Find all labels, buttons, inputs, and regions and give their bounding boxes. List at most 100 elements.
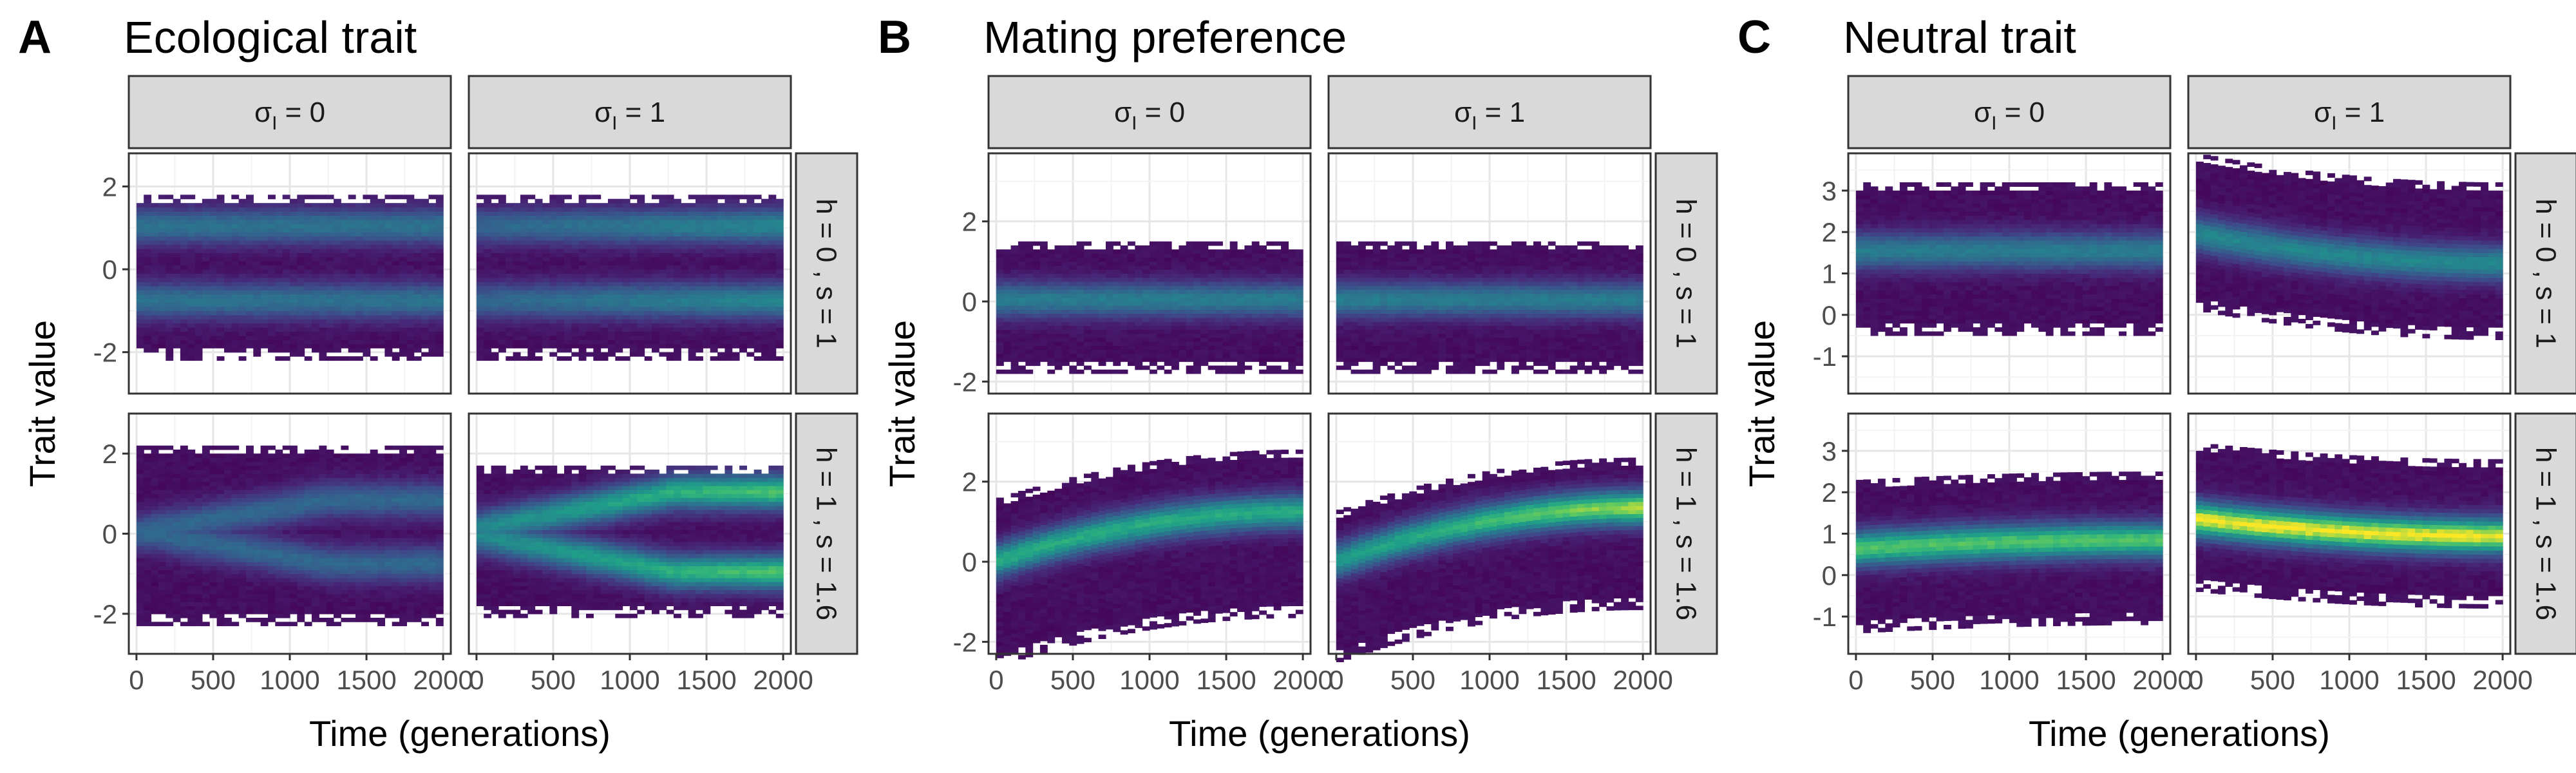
group-a-row-0-col-1-cell — [520, 339, 528, 345]
group-a-row-0-col-1-cell — [674, 282, 681, 287]
group-a-row-0-col-0-cell — [413, 306, 422, 311]
group-a-row-1-col-0-cell — [399, 513, 407, 519]
group-a-row-0-col-1-cell — [542, 282, 550, 287]
group-a-row-1-col-0-cell — [209, 566, 218, 570]
group-a-row-0-col-1-cell — [578, 352, 587, 357]
group-a-row-1-col-0-cell — [363, 553, 371, 558]
group-a-row-0-col-0-cell — [421, 207, 429, 212]
group-a-row-0-col-0-cell — [209, 282, 218, 287]
group-a-row-0-col-0-cell — [428, 302, 437, 307]
group-a-row-0-col-1-cell — [556, 195, 565, 200]
group-a-row-1-col-0-cell — [363, 533, 371, 539]
group-a-row-0-col-1-cell — [476, 314, 484, 320]
group-a-row-0-col-0-cell — [136, 310, 144, 316]
group-a-row-0-col-0-cell — [246, 256, 254, 262]
group-a-row-0-col-0-cell — [363, 248, 371, 253]
group-a-row-0-col-0-cell — [377, 227, 385, 233]
group-a-row-0-col-0-cell — [166, 256, 174, 262]
group-a-row-1-col-0-cell — [334, 573, 341, 578]
group-a-row-0-col-1-cell — [586, 256, 594, 262]
group-a-row-0-col-0-cell — [406, 319, 415, 324]
group-a-row-1-col-0-cell — [158, 533, 166, 539]
group-a-row-0-col-1-cell — [578, 195, 587, 200]
group-a-row-0-col-0-cell — [421, 339, 429, 345]
group-a-row-1-col-0-cell — [312, 506, 319, 510]
group-a-row-1-col-0-cell — [268, 461, 276, 466]
group-a-row-0-col-1-cell — [622, 277, 630, 282]
group-a-row-1-col-0-cell — [363, 481, 371, 486]
group-a-row-0-col-0-cell — [297, 336, 305, 340]
group-a-row-1-col-0-cell — [231, 453, 240, 458]
group-a-row-0-col-1-cell — [775, 285, 784, 291]
group-a-row-0-col-1-cell — [564, 302, 572, 307]
group-a-row-0-col-1-cell — [615, 310, 623, 316]
group-a-row-1-col-0-cell — [297, 526, 305, 530]
group-a-row-1-col-0-cell — [399, 526, 407, 530]
group-a-row-0-col-0-cell — [384, 240, 393, 245]
group-a-row-0-col-1-cell — [753, 285, 762, 291]
group-a-row-0-col-1-cell — [630, 211, 638, 216]
group-a-row-0-col-1-cell — [724, 314, 733, 320]
group-a-row-1-col-0-cell — [253, 557, 261, 562]
group-a-row-1-col-0-cell — [363, 530, 371, 535]
group-a-row-0-col-0-cell — [144, 339, 152, 345]
group-a-row-0-col-1-cell — [724, 236, 733, 241]
group-a-row-1-col-0-cell — [144, 510, 152, 514]
group-a-row-1-col-0-cell — [209, 553, 218, 558]
group-a-row-1-col-0-cell — [384, 586, 393, 591]
group-a-row-0-col-1-cell — [761, 352, 769, 357]
group-a-row-0-col-0-cell — [268, 343, 276, 348]
group-a-row-0-col-1-cell — [732, 224, 740, 229]
group-a-row-0-col-1-cell — [586, 224, 594, 229]
group-a-row-1-col-0-cell — [363, 577, 371, 582]
group-a-row-0-col-1-cell — [586, 298, 594, 303]
group-a-row-1-col-0-cell — [282, 546, 290, 550]
group-a-row-1-col-0-cell — [341, 533, 349, 539]
group-a-row-0-col-0-cell — [363, 294, 371, 299]
group-a-row-0-col-1-cell — [542, 294, 550, 299]
group-a-row-0-col-1-cell — [724, 319, 733, 324]
group-a-row-0-col-1-cell — [556, 302, 565, 307]
group-a-row-0-col-0-cell — [216, 310, 225, 316]
group-a-row-0-col-1-cell — [717, 227, 725, 233]
group-a-row-1-col-0-cell — [144, 465, 152, 470]
group-a-row-0-col-1-cell — [753, 232, 762, 237]
group-a-row-0-col-1-cell — [506, 282, 514, 287]
group-a-row-0-col-1-cell — [768, 198, 777, 204]
group-a-row-0-col-0-cell — [158, 294, 166, 299]
group-a-row-0-col-1-cell — [724, 290, 733, 295]
group-a-row-0-col-1-cell — [549, 240, 558, 245]
group-a-row-0-col-0-cell — [312, 261, 319, 266]
group-a-row-0-col-1-cell — [556, 314, 565, 320]
group-a-row-1-col-0-cell — [428, 613, 437, 618]
group-a-row-1-col-0-cell — [158, 470, 166, 474]
group-a-row-1-col-0-cell — [216, 613, 225, 618]
group-a-row-0-col-0-cell — [326, 290, 334, 295]
group-a-row-1-col-0-cell — [392, 569, 400, 575]
group-a-row-0-col-0-cell — [202, 331, 210, 336]
group-a-row-0-col-0-cell — [319, 244, 327, 249]
group-a-row-0-col-0-cell — [384, 348, 393, 353]
group-a-row-0-col-1-cell — [549, 302, 558, 307]
group-a-row-0-col-0-cell — [282, 314, 290, 320]
group-a-row-1-col-0-cell — [151, 622, 159, 627]
group-a-row-0-col-1-cell — [506, 248, 514, 253]
group-a-row-0-col-0-cell — [151, 314, 159, 320]
group-a-row-1-col-0-cell — [253, 586, 261, 591]
group-a-row-1-col-0-cell — [187, 618, 196, 622]
group-a-row-1-col-0-cell — [260, 526, 269, 530]
group-a-row-0-col-1-cell — [549, 298, 558, 303]
group-a-row-0-col-0-cell — [304, 253, 312, 258]
group-a-row-1-col-0-cell — [341, 445, 349, 450]
group-a-row-0-col-1-cell — [652, 227, 659, 233]
group-a-row-1-col-0-cell — [144, 490, 152, 494]
group-a-row-0-col-0-cell — [363, 244, 371, 249]
group-a-row-0-col-1-cell — [746, 236, 755, 241]
group-a-row-0-col-0-cell — [399, 277, 407, 282]
group-a-row-1-col-0-cell — [290, 533, 298, 539]
group-a-row-1-col-0-cell — [363, 461, 371, 466]
group-a-row-0-col-0-cell — [260, 244, 269, 249]
group-a-row-1-col-0-cell — [253, 457, 261, 463]
group-a-row-1-col-0-cell — [421, 593, 429, 598]
group-a-row-1-col-0-cell — [421, 449, 429, 454]
